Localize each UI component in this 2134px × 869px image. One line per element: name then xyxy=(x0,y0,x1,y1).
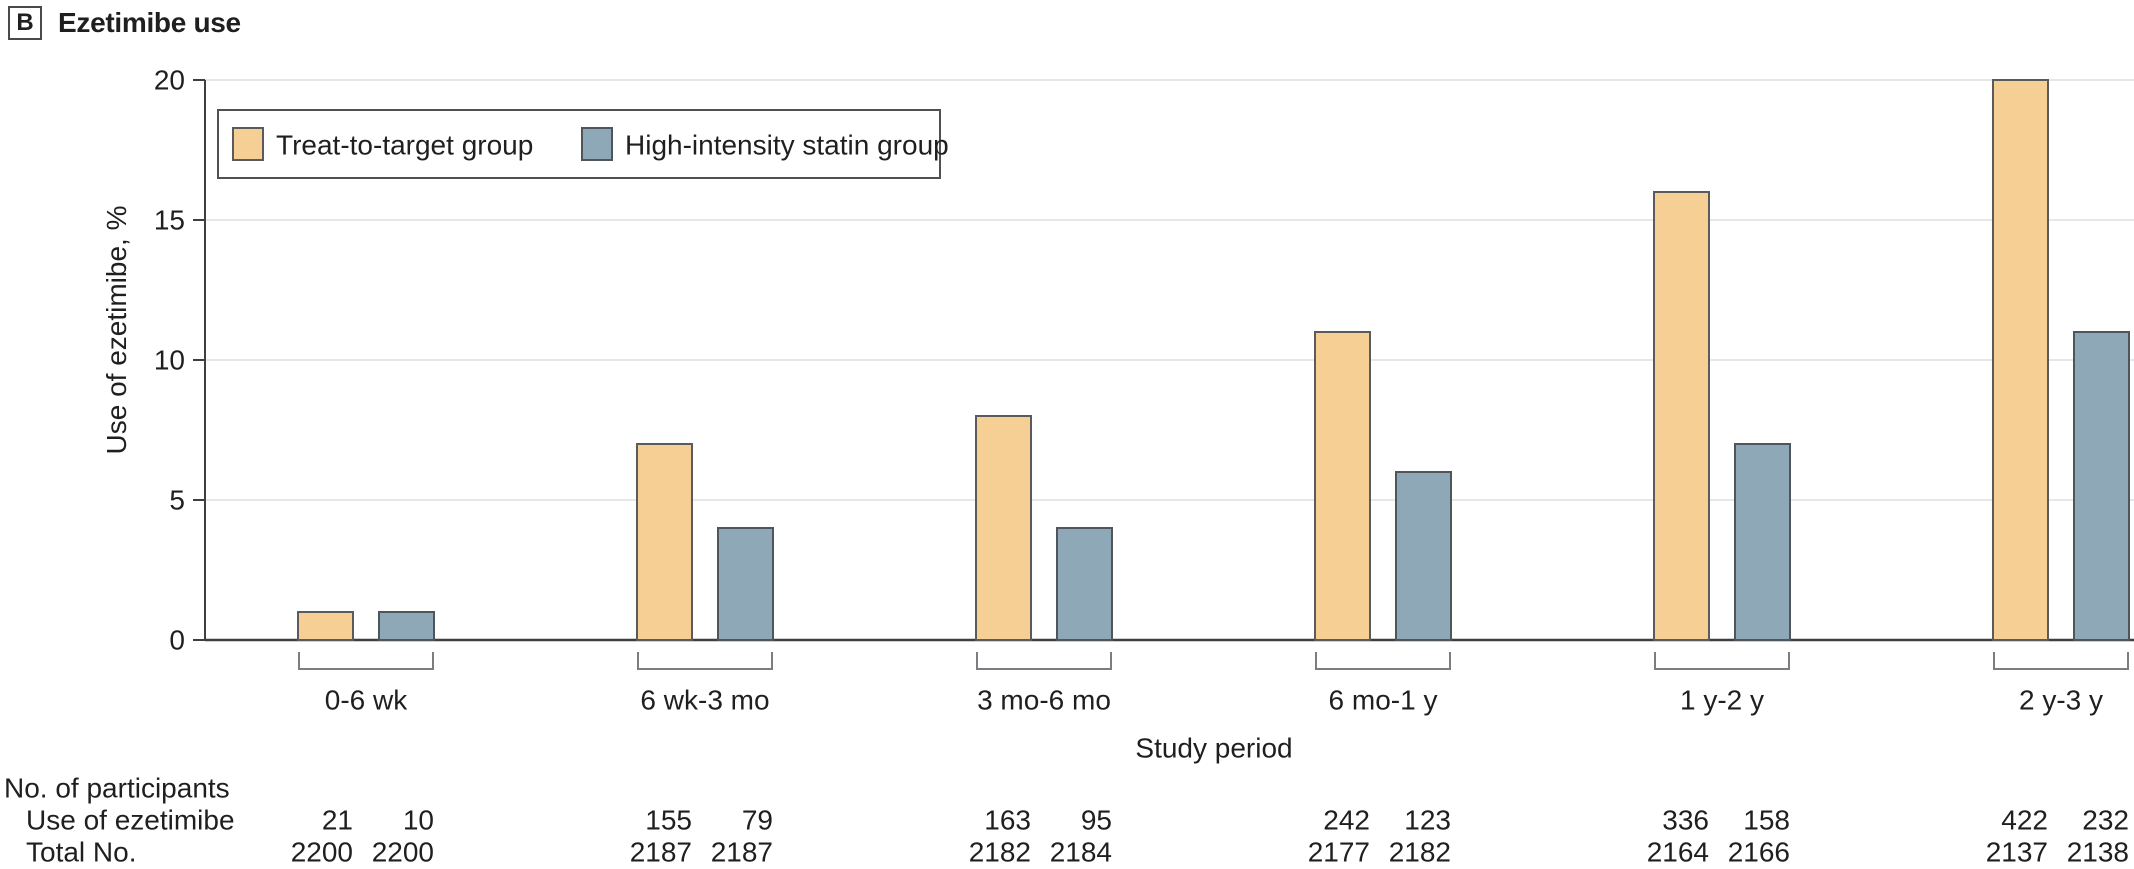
participants-row-label-total-no: Total No. xyxy=(26,837,137,865)
participants-value-use-of-ezetimibe-group6-col1: 422 xyxy=(2001,805,2048,836)
y-tick-label-20: 20 xyxy=(154,65,185,96)
legend-label-high-intensity-statin-group: High-intensity statin group xyxy=(625,130,949,161)
participants-value-total-no-group3-col1: 2182 xyxy=(969,837,1031,865)
bar-treat-to-target-group-6-mo-1-y xyxy=(1314,331,1371,641)
participants-value-total-no-group6-col2: 2138 xyxy=(2067,837,2129,865)
group-bracket-2-y-3-y xyxy=(1993,652,2129,670)
bar-high-intensity-statin-group-6-wk-3-mo xyxy=(717,527,774,641)
bar-high-intensity-statin-group-1-y-2-y xyxy=(1734,443,1791,641)
participants-value-use-of-ezetimibe-group5-col2: 158 xyxy=(1743,805,1790,836)
participants-row-label-use-of-ezetimibe: Use of ezetimibe xyxy=(26,805,235,836)
participants-value-use-of-ezetimibe-group5-col1: 336 xyxy=(1662,805,1709,836)
x-axis-title: Study period xyxy=(1135,733,1292,764)
x-category-label-6-wk-3-mo: 6 wk-3 mo xyxy=(640,685,769,716)
x-category-label-2-y-3-y: 2 y-3 y xyxy=(2019,685,2103,716)
participants-value-total-no-group2-col1: 2187 xyxy=(630,837,692,865)
panel-label-badge: B xyxy=(8,6,42,40)
bar-high-intensity-statin-group-6-mo-1-y xyxy=(1395,471,1452,641)
panel-header: B Ezetimibe use xyxy=(8,6,241,40)
y-tick-label-15: 15 xyxy=(154,205,185,236)
bar-treat-to-target-group-3-mo-6-mo xyxy=(975,415,1032,641)
y-tick-label-10: 10 xyxy=(154,345,185,376)
participants-table-title: No. of participants xyxy=(4,773,230,804)
legend-swatch-high-intensity-statin-group xyxy=(581,127,613,161)
group-bracket-1-y-2-y xyxy=(1654,652,1790,670)
participants-value-total-no-group6-col1: 2137 xyxy=(1986,837,2048,865)
bar-treat-to-target-group-6-wk-3-mo xyxy=(636,443,693,641)
participants-value-use-of-ezetimibe-group3-col1: 163 xyxy=(984,805,1031,836)
participants-value-use-of-ezetimibe-group4-col1: 242 xyxy=(1323,805,1370,836)
participants-value-total-no-group5-col1: 2164 xyxy=(1647,837,1709,865)
participants-value-use-of-ezetimibe-group4-col2: 123 xyxy=(1404,805,1451,836)
x-category-label-1-y-2-y: 1 y-2 y xyxy=(1680,685,1764,716)
group-bracket-3-mo-6-mo xyxy=(976,652,1112,670)
participants-value-total-no-group4-col2: 2182 xyxy=(1389,837,1451,865)
participants-value-total-no-group1-col1: 2200 xyxy=(291,837,353,865)
x-category-label-3-mo-6-mo: 3 mo-6 mo xyxy=(977,685,1111,716)
participants-value-total-no-group2-col2: 2187 xyxy=(711,837,773,865)
participants-value-total-no-group3-col2: 2184 xyxy=(1050,837,1112,865)
participants-value-use-of-ezetimibe-group1-col2: 10 xyxy=(403,805,434,836)
bar-high-intensity-statin-group-0-6-wk xyxy=(378,611,435,641)
group-bracket-6-wk-3-mo xyxy=(637,652,773,670)
participants-value-total-no-group4-col1: 2177 xyxy=(1308,837,1370,865)
y-tick-label-0: 0 xyxy=(169,625,185,656)
group-bracket-6-mo-1-y xyxy=(1315,652,1451,670)
panel-title: Ezetimibe use xyxy=(58,7,241,38)
legend-label-treat-to-target-group: Treat-to-target group xyxy=(276,130,533,161)
legend-swatch-treat-to-target-group xyxy=(232,127,264,161)
x-category-label-6-mo-1-y: 6 mo-1 y xyxy=(1329,685,1438,716)
legend-box xyxy=(217,109,941,179)
participants-value-use-of-ezetimibe-group6-col2: 232 xyxy=(2082,805,2129,836)
bar-high-intensity-statin-group-3-mo-6-mo xyxy=(1056,527,1113,641)
participants-value-use-of-ezetimibe-group2-col2: 79 xyxy=(742,805,773,836)
y-axis-title: Use of ezetimibe, % xyxy=(101,206,132,455)
y-tick-label-5: 5 xyxy=(169,485,185,516)
bar-treat-to-target-group-0-6-wk xyxy=(297,611,354,641)
participants-value-use-of-ezetimibe-group2-col1: 155 xyxy=(645,805,692,836)
x-category-label-0-6-wk: 0-6 wk xyxy=(325,685,408,716)
participants-value-use-of-ezetimibe-group3-col2: 95 xyxy=(1081,805,1112,836)
participants-value-use-of-ezetimibe-group1-col1: 21 xyxy=(322,805,353,836)
group-bracket-0-6-wk xyxy=(298,652,434,670)
bar-high-intensity-statin-group-2-y-3-y xyxy=(2073,331,2130,641)
participants-value-total-no-group1-col2: 2200 xyxy=(372,837,434,865)
participants-value-total-no-group5-col2: 2166 xyxy=(1728,837,1790,865)
bar-treat-to-target-group-1-y-2-y xyxy=(1653,191,1710,641)
bar-treat-to-target-group-2-y-3-y xyxy=(1992,79,2049,641)
